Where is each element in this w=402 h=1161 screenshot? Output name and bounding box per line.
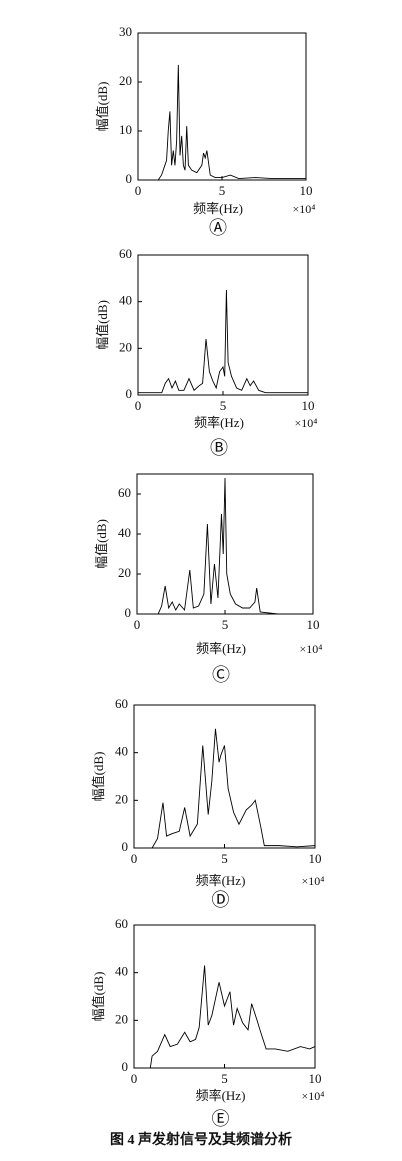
y-axis-label: 幅值(dB)	[91, 752, 106, 802]
x-tick-label: 0	[135, 183, 142, 198]
panel-label: Ⓐ	[209, 218, 227, 238]
x-offset-text: ×10⁴	[302, 874, 325, 888]
y-tick-label: 40	[118, 525, 131, 540]
spectrum-line	[138, 64, 306, 181]
y-tick-label: 20	[119, 73, 132, 88]
y-tick-label: 60	[115, 696, 128, 711]
y-tick-label: 0	[126, 171, 133, 186]
y-tick-label: 60	[119, 246, 132, 261]
panel-label: Ⓓ	[212, 890, 230, 910]
x-axis-label: 频率(Hz)	[194, 415, 244, 430]
x-tick-label: 10	[302, 398, 315, 413]
y-axis-label: 幅值(dB)	[95, 300, 110, 350]
spectrum-panel: 0 20 40 60 0 5 10 幅值(dB) 频率(Hz) ×10⁴ Ⓑ	[95, 246, 317, 458]
panel-label: Ⓔ	[212, 1109, 230, 1129]
spectrum-line	[134, 728, 316, 849]
y-axis-label: 幅值(dB)	[91, 972, 106, 1022]
x-axis-label: 频率(Hz)	[196, 1088, 246, 1103]
spectrum-line	[137, 477, 313, 615]
x-tick-label: 0	[135, 398, 142, 413]
x-tick-label: 5	[221, 1071, 228, 1086]
y-tick-label: 40	[115, 744, 128, 759]
x-tick-label: 10	[309, 1071, 322, 1086]
x-axis-label: 频率(Hz)	[193, 201, 243, 216]
y-tick-label: 10	[119, 122, 132, 137]
y-tick-label: 60	[118, 485, 131, 500]
x-offset-text: ×10⁴	[293, 202, 316, 216]
y-axis-label: 幅值(dB)	[94, 519, 109, 569]
y-tick-label: 0	[125, 605, 132, 620]
x-tick-label: 10	[300, 183, 313, 198]
y-tick-label: 20	[119, 339, 132, 354]
y-tick-label: 20	[118, 565, 131, 580]
x-offset-text: ×10⁴	[302, 1089, 325, 1103]
x-axis-label: 频率(Hz)	[196, 641, 246, 656]
spectrum-panel: 0 20 40 60 0 5 10 幅值(dB) 频率(Hz) ×10⁴ Ⓔ	[91, 916, 324, 1129]
y-tick-label: 0	[126, 386, 133, 401]
spectrum-panel: 0 20 40 60 0 5 10 幅值(dB) 频率(Hz) ×10⁴ Ⓓ	[91, 696, 324, 910]
spectrum-line	[138, 289, 308, 394]
y-axis-label: 幅值(dB)	[95, 82, 110, 132]
x-tick-label: 10	[309, 851, 322, 866]
x-tick-label: 0	[131, 1071, 138, 1086]
y-tick-label: 0	[122, 1059, 129, 1074]
y-tick-label: 40	[119, 293, 132, 308]
plot-frame	[137, 32, 307, 181]
x-offset-text: ×10⁴	[300, 642, 323, 656]
x-tick-label: 5	[220, 398, 227, 413]
plot-frame	[137, 254, 309, 396]
spectrum-panel: 0 20 40 60 0 5 10 幅值(dB) 频率(Hz) ×10⁴ Ⓒ	[94, 473, 323, 685]
spectrum-line	[134, 965, 316, 1069]
y-tick-label: 20	[115, 1011, 128, 1026]
x-tick-label: 0	[131, 851, 138, 866]
plot-frame	[133, 704, 316, 849]
x-tick-label: 5	[221, 851, 228, 866]
panel-label: Ⓒ	[212, 665, 230, 685]
y-tick-label: 60	[115, 916, 128, 931]
x-tick-label: 5	[219, 183, 226, 198]
panel-label: Ⓑ	[210, 438, 228, 458]
y-tick-label: 30	[119, 24, 132, 39]
figure-caption: 图 4 声发射信号及其频谱分析	[110, 1131, 292, 1148]
x-tick-label: 0	[134, 617, 141, 632]
y-tick-label: 0	[122, 839, 129, 854]
plot-frame	[133, 924, 316, 1069]
y-tick-label: 40	[115, 964, 128, 979]
x-tick-label: 5	[222, 617, 229, 632]
x-offset-text: ×10⁴	[295, 416, 318, 430]
x-tick-label: 10	[307, 617, 320, 632]
spectrum-panel: 0 10 20 30 0 5 10 幅值(dB) 频率(Hz) ×10⁴ Ⓐ	[95, 24, 315, 238]
y-tick-label: 20	[115, 791, 128, 806]
x-axis-label: 频率(Hz)	[196, 873, 246, 888]
